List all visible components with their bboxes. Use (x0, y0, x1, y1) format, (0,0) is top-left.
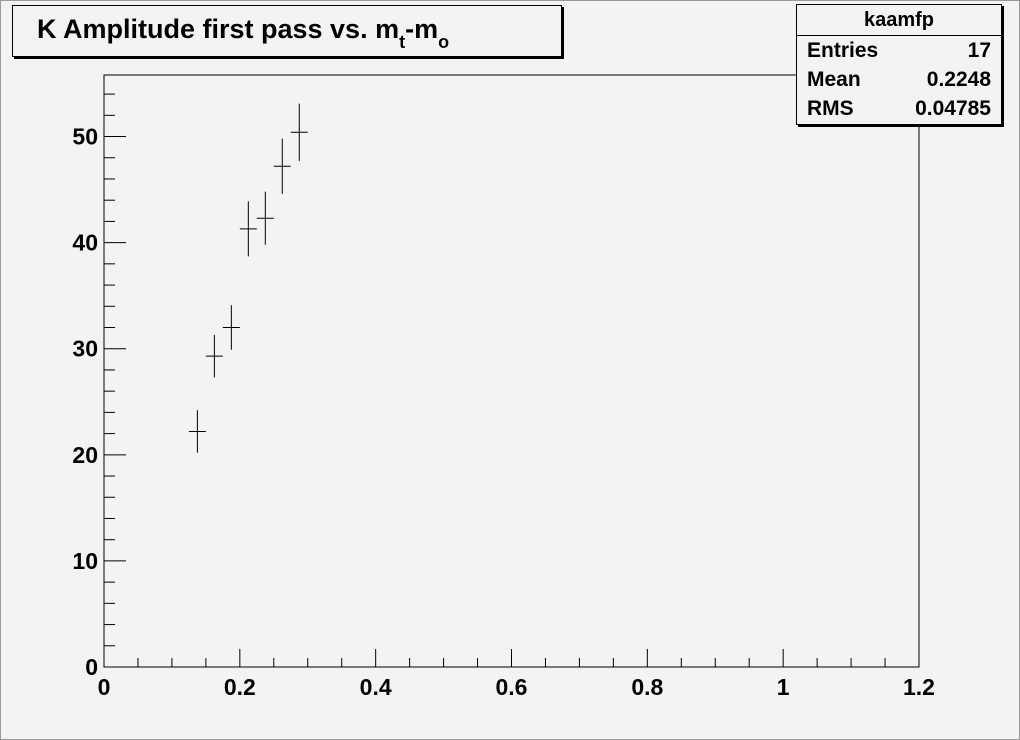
data-point (239, 201, 257, 257)
stats-box: kaamfp Entries 17 Mean 0.2248 RMS 0.0478… (796, 4, 1002, 125)
x-tick-label: 0.2 (224, 674, 256, 700)
y-axis: 0 10 20 30 40 50 (72, 75, 126, 680)
stats-title: kaamfp (797, 5, 1001, 36)
x-tick-label: 0.6 (496, 674, 528, 700)
stats-value: 17 (967, 39, 991, 62)
x-tick-label: 0.8 (631, 674, 663, 700)
y-tick-label: 50 (72, 124, 98, 150)
data-point (273, 138, 291, 194)
y-tick-label: 30 (72, 336, 98, 362)
stats-row-mean: Mean 0.2248 (797, 65, 1001, 94)
y-tick-label: 0 (85, 654, 98, 680)
x-tick-label: 0.4 (360, 674, 392, 700)
title-box: K Amplitude first pass vs. mt-mo (12, 5, 562, 57)
stats-label: Entries (807, 39, 879, 62)
y-tick-label: 20 (72, 442, 98, 468)
stats-row-entries: Entries 17 (797, 36, 1001, 65)
y-tick-label: 40 (72, 230, 98, 256)
y-tick-label: 10 (72, 548, 98, 574)
stats-label: RMS (807, 97, 854, 120)
stats-value: 0.2248 (926, 68, 991, 91)
stats-value: 0.04785 (915, 97, 991, 120)
x-axis: 0 0.2 0.4 0.6 0.8 1 1.2 (98, 649, 935, 700)
data-point (290, 103, 308, 161)
x-tick-label: 0 (98, 674, 111, 700)
x-tick-label: 1.2 (903, 674, 935, 700)
data-point (205, 334, 223, 378)
chart-title: K Amplitude first pass vs. mt-mo (37, 14, 450, 52)
stats-label: Mean (807, 68, 861, 91)
plot-frame (103, 74, 920, 668)
data-points (188, 103, 308, 453)
data-point (256, 191, 274, 245)
data-point (188, 410, 206, 453)
data-point (222, 305, 240, 350)
stats-row-rms: RMS 0.04785 (797, 94, 1001, 123)
x-tick-label: 1 (777, 674, 790, 700)
